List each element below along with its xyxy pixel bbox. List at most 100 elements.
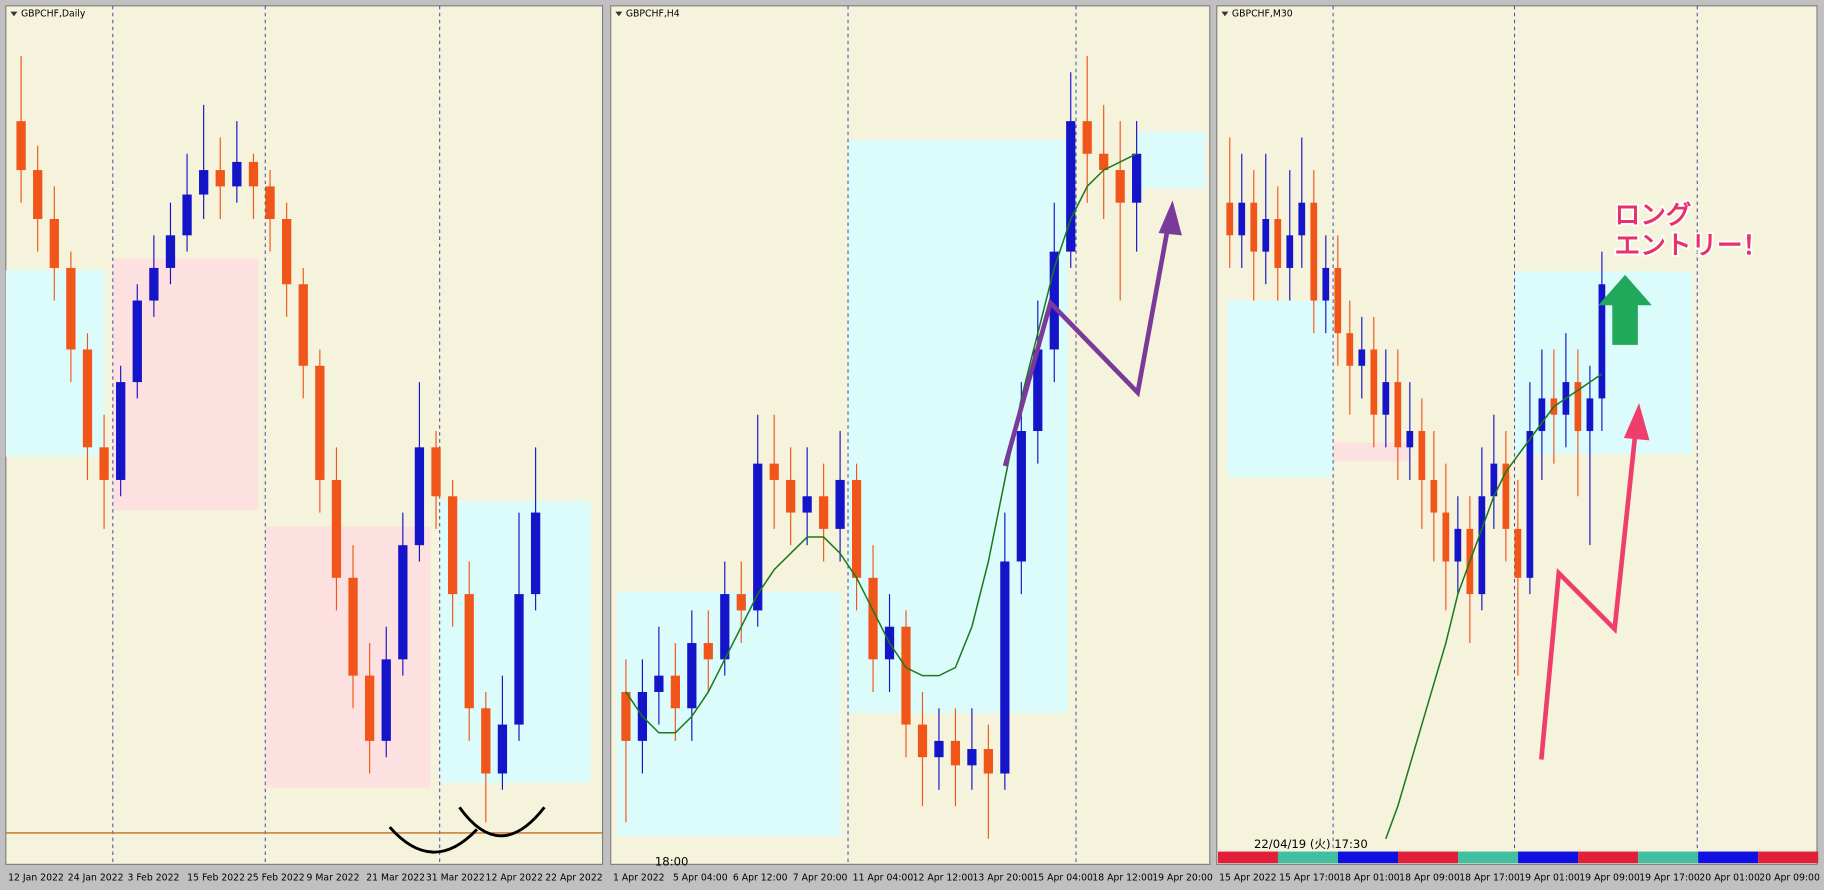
panel-title: GBPCHF,H4 <box>626 8 680 19</box>
arrow-head <box>1623 403 1650 441</box>
candle-body <box>497 724 508 774</box>
candle-body <box>1132 153 1142 203</box>
candle-body <box>298 284 308 366</box>
purple-arrow <box>1002 226 1171 467</box>
candle-body <box>1250 202 1258 252</box>
x-tick-label: 20 Apr 09:00 <box>1759 873 1820 884</box>
candle-body <box>16 121 26 171</box>
candle-body <box>1514 528 1522 578</box>
candle-body <box>868 577 878 660</box>
candle-body <box>1430 479 1438 513</box>
candle-body <box>514 594 524 725</box>
x-tick-label: 5 Apr 04:00 <box>673 873 728 884</box>
pink-arrow <box>1539 430 1638 760</box>
x-tick-label: 3 Feb 2022 <box>127 873 179 884</box>
candle-body <box>1082 121 1092 154</box>
x-tick-label: 22 Apr 2022 <box>545 873 602 884</box>
candle-body <box>464 594 474 709</box>
session-bar <box>1337 851 1399 864</box>
x-tick-label: 18 Apr 09:00 <box>1399 873 1460 884</box>
candle-body <box>132 300 142 383</box>
candle-body <box>901 626 911 725</box>
candle-body <box>49 219 59 268</box>
candle-body <box>1286 235 1294 268</box>
green-arrow <box>1598 274 1652 345</box>
candle-body <box>1454 528 1462 562</box>
plot-layers <box>5 55 1606 840</box>
candle-body <box>232 161 242 187</box>
session-bar <box>1518 851 1579 864</box>
candle-body <box>99 447 109 480</box>
candle-body <box>621 691 631 741</box>
x-tick-label: 7 Apr 20:00 <box>793 873 848 884</box>
moving-average <box>1385 373 1603 840</box>
candle-body <box>967 749 977 766</box>
candle-body <box>1574 382 1582 432</box>
candle-body <box>1115 170 1125 203</box>
candle-body <box>753 463 763 611</box>
x-tick-label: 25 Feb 2022 <box>247 873 305 884</box>
entry-note: ロング <box>1615 201 1692 231</box>
candle-body <box>687 643 697 709</box>
candle-body <box>1238 202 1246 236</box>
candle-body <box>1442 512 1450 562</box>
candle-body <box>1334 267 1342 334</box>
x-tick-label: 15 Apr 04:00 <box>1032 873 1093 884</box>
candle-body <box>720 594 730 660</box>
x-tick-label: 19 Apr 01:00 <box>1519 873 1580 884</box>
candle-body <box>1526 431 1534 578</box>
x-tick-label: 18 Apr 17:00 <box>1459 873 1520 884</box>
panels: GBPCHF,Daily 12 Jan 2022 24 Jan 2022 3 Feb … <box>5 5 1820 884</box>
candle-body <box>116 382 126 480</box>
candle-body <box>331 479 342 578</box>
candle-body <box>149 267 159 301</box>
candle-body <box>1000 561 1010 774</box>
candle-body <box>934 740 944 758</box>
session-bar <box>1758 851 1819 864</box>
x-tick-label: 15 Apr 17:00 <box>1279 873 1340 884</box>
zone <box>1333 442 1410 462</box>
candle-body <box>1598 284 1606 399</box>
x-tick-label: 11 Apr 04:00 <box>853 873 914 884</box>
candle-body <box>1418 431 1426 480</box>
x-tick-label: 13 Apr 20:00 <box>972 873 1033 884</box>
panel-title: GBPCHF,Daily <box>21 8 86 19</box>
session-bar <box>1217 851 1278 864</box>
candle-body <box>736 594 746 611</box>
candle-body <box>82 349 93 448</box>
zone <box>1227 300 1334 478</box>
candle-body <box>33 170 43 220</box>
candle-body <box>1406 431 1414 448</box>
x-tick-label: 12 Apr 2022 <box>486 873 543 884</box>
x-tick-label: 19 Apr 20:00 <box>1152 873 1213 884</box>
session-bar <box>1458 851 1519 864</box>
candle-body <box>1502 463 1510 529</box>
candle-body <box>1226 202 1234 236</box>
session-bar <box>1698 851 1759 864</box>
candle-body <box>182 194 192 236</box>
candle-body <box>769 463 779 480</box>
candle-body <box>802 496 812 513</box>
candle-body <box>1033 349 1043 432</box>
candle-body <box>248 161 259 187</box>
candle-body <box>1478 496 1486 595</box>
candle-body <box>165 235 176 268</box>
zone <box>1137 131 1206 189</box>
zone <box>112 258 259 511</box>
candle-body <box>670 675 680 709</box>
candle-body <box>917 724 928 758</box>
x-tick-label: 18 Apr 01:00 <box>1339 873 1400 884</box>
x-tick-label: 21 Mar 2022 <box>366 873 425 884</box>
session-bar <box>1398 851 1459 864</box>
x-tick-label: 12 Jan 2022 <box>8 873 64 884</box>
candle-body <box>1322 267 1330 301</box>
candle-body <box>1274 219 1282 268</box>
candle-body <box>348 577 358 676</box>
candle-body <box>851 479 862 578</box>
candle-body <box>364 675 375 741</box>
candle-body <box>1298 202 1306 236</box>
candle-body <box>481 708 491 774</box>
candle-body <box>381 659 391 741</box>
